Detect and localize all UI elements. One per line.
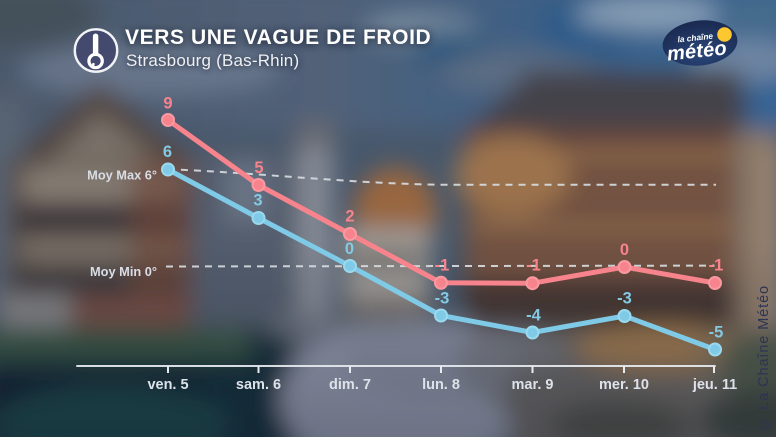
svg-text:-3: -3 bbox=[617, 290, 632, 308]
svg-text:-5: -5 bbox=[709, 324, 724, 342]
svg-text:-3: -3 bbox=[435, 290, 450, 308]
svg-text:6: 6 bbox=[163, 143, 172, 161]
svg-text:Moy Max 6°: Moy Max 6° bbox=[87, 168, 157, 183]
svg-text:mar. 9: mar. 9 bbox=[512, 377, 554, 393]
svg-text:Moy Min 0°: Moy Min 0° bbox=[90, 264, 157, 279]
svg-text:0: 0 bbox=[620, 241, 629, 259]
svg-text:ven. 5: ven. 5 bbox=[147, 377, 188, 393]
svg-text:lun. 8: lun. 8 bbox=[422, 377, 460, 393]
svg-text:dim. 7: dim. 7 bbox=[329, 377, 371, 393]
svg-text:-1: -1 bbox=[526, 257, 541, 275]
svg-text:la chaîne: la chaîne bbox=[677, 31, 714, 45]
svg-text:2: 2 bbox=[345, 208, 354, 226]
svg-text:-4: -4 bbox=[526, 307, 541, 325]
svg-text:0: 0 bbox=[345, 240, 354, 258]
svg-text:jeu. 11: jeu. 11 bbox=[692, 377, 737, 393]
svg-text:3: 3 bbox=[253, 192, 262, 210]
svg-text:-1: -1 bbox=[709, 257, 724, 275]
svg-text:sam. 6: sam. 6 bbox=[236, 377, 281, 393]
svg-text:mer. 10: mer. 10 bbox=[599, 377, 649, 393]
svg-text:5: 5 bbox=[254, 159, 263, 177]
svg-text:-1: -1 bbox=[435, 257, 450, 275]
svg-text:9: 9 bbox=[163, 95, 172, 113]
